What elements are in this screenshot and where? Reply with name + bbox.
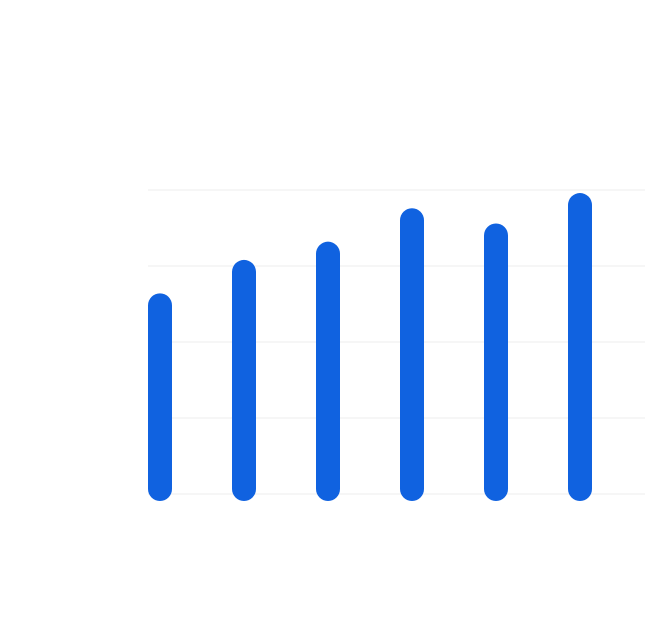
bar [484,223,508,501]
bar [568,193,592,502]
bar [316,241,340,501]
bar [400,208,424,502]
bar [232,259,256,501]
bar [148,293,172,501]
